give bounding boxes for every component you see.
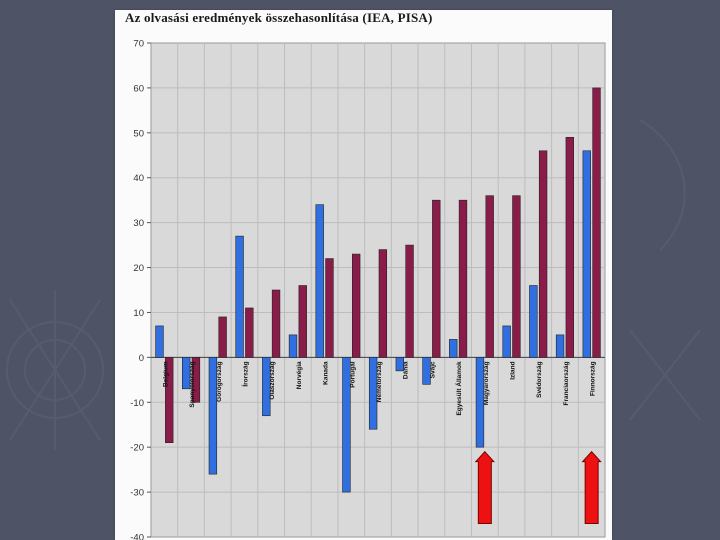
x-category-label: Izland xyxy=(510,361,517,379)
bar-series-a xyxy=(368,357,378,430)
x-category-label: Belgium xyxy=(162,361,169,387)
bar-series-a xyxy=(342,357,351,493)
x-category-label: Spanyolország xyxy=(189,361,196,407)
bar-series-b xyxy=(405,244,414,358)
bar-series-b xyxy=(565,137,574,358)
bar-series-b xyxy=(271,289,281,358)
bar-series-b xyxy=(191,357,201,403)
bar-series-b xyxy=(432,199,441,358)
x-category-label: Magyarország xyxy=(483,361,490,405)
bar-series-a xyxy=(208,357,218,475)
y-tick-label: -30 xyxy=(130,488,144,499)
bar-series-b xyxy=(218,316,227,358)
y-tick-label: 50 xyxy=(133,128,144,139)
y-tick-label: 20 xyxy=(133,263,144,274)
bar-series-a xyxy=(182,357,191,390)
bar-series-a xyxy=(262,357,271,417)
y-tick-label: -20 xyxy=(130,443,144,454)
bar-series-b xyxy=(165,357,174,443)
bar-series-a xyxy=(555,334,565,358)
y-tick-label: 60 xyxy=(133,83,144,94)
y-tick-label: 40 xyxy=(133,173,144,184)
x-category-label: Németország xyxy=(376,361,383,402)
bar-series-a xyxy=(155,325,164,358)
bar-series-b xyxy=(458,199,468,358)
bar-series-a xyxy=(529,285,538,358)
bar-series-b xyxy=(592,87,601,358)
bar-series-b xyxy=(485,195,494,358)
bar-series-b xyxy=(538,150,548,358)
x-category-label: Norvégia xyxy=(296,361,303,389)
bar-series-b xyxy=(512,195,521,358)
x-category-label: Finnország xyxy=(590,361,597,396)
bar-series-a xyxy=(422,357,431,385)
x-category-label: Görögország xyxy=(216,361,223,401)
bar-series-b xyxy=(325,258,334,358)
highlight-arrow xyxy=(474,450,495,525)
x-category-label: Franciaország xyxy=(563,361,570,405)
x-category-label: Egyesült Államok xyxy=(454,361,463,416)
y-tick-label: 10 xyxy=(133,308,144,319)
y-tick-label: 30 xyxy=(133,218,144,229)
x-category-label: Svájc xyxy=(429,361,436,378)
y-tick-label: -10 xyxy=(130,398,144,409)
y-tick-label: -40 xyxy=(130,533,144,540)
x-category-label: Kanada xyxy=(323,361,330,385)
highlight-arrow xyxy=(581,450,602,525)
y-tick-label: 70 xyxy=(133,39,144,50)
bar-series-b xyxy=(378,249,388,358)
bar-series-a xyxy=(475,357,485,448)
y-tick-label: 0 xyxy=(139,353,144,364)
bar-series-a xyxy=(582,150,591,358)
bar-series-a xyxy=(288,334,298,358)
bar-series-a xyxy=(449,339,458,358)
bar-series-b xyxy=(298,285,307,358)
x-category-label: Írország xyxy=(240,361,249,386)
chart-title: Az olvasási eredmények összehasonlítása … xyxy=(125,10,433,25)
bar-chart: 70 60 50 40 30 20 10 0 -10 -20 -30 -40 Belgium Spanyo… xyxy=(130,39,606,540)
x-category-label: Svédország xyxy=(536,361,543,398)
chart-card: Az olvasási eredmények összehasonlítása … xyxy=(115,10,612,540)
bar-series-b xyxy=(245,307,254,358)
bar-series-a xyxy=(502,325,511,358)
x-category-label: Dánia xyxy=(403,361,410,379)
bar-series-a xyxy=(395,357,405,372)
x-category-label: Olaszország xyxy=(269,361,276,399)
bar-series-b xyxy=(351,253,361,358)
bar-series-a xyxy=(315,204,324,358)
x-category-label: Portugál xyxy=(349,361,356,388)
bar-series-a xyxy=(235,235,244,358)
